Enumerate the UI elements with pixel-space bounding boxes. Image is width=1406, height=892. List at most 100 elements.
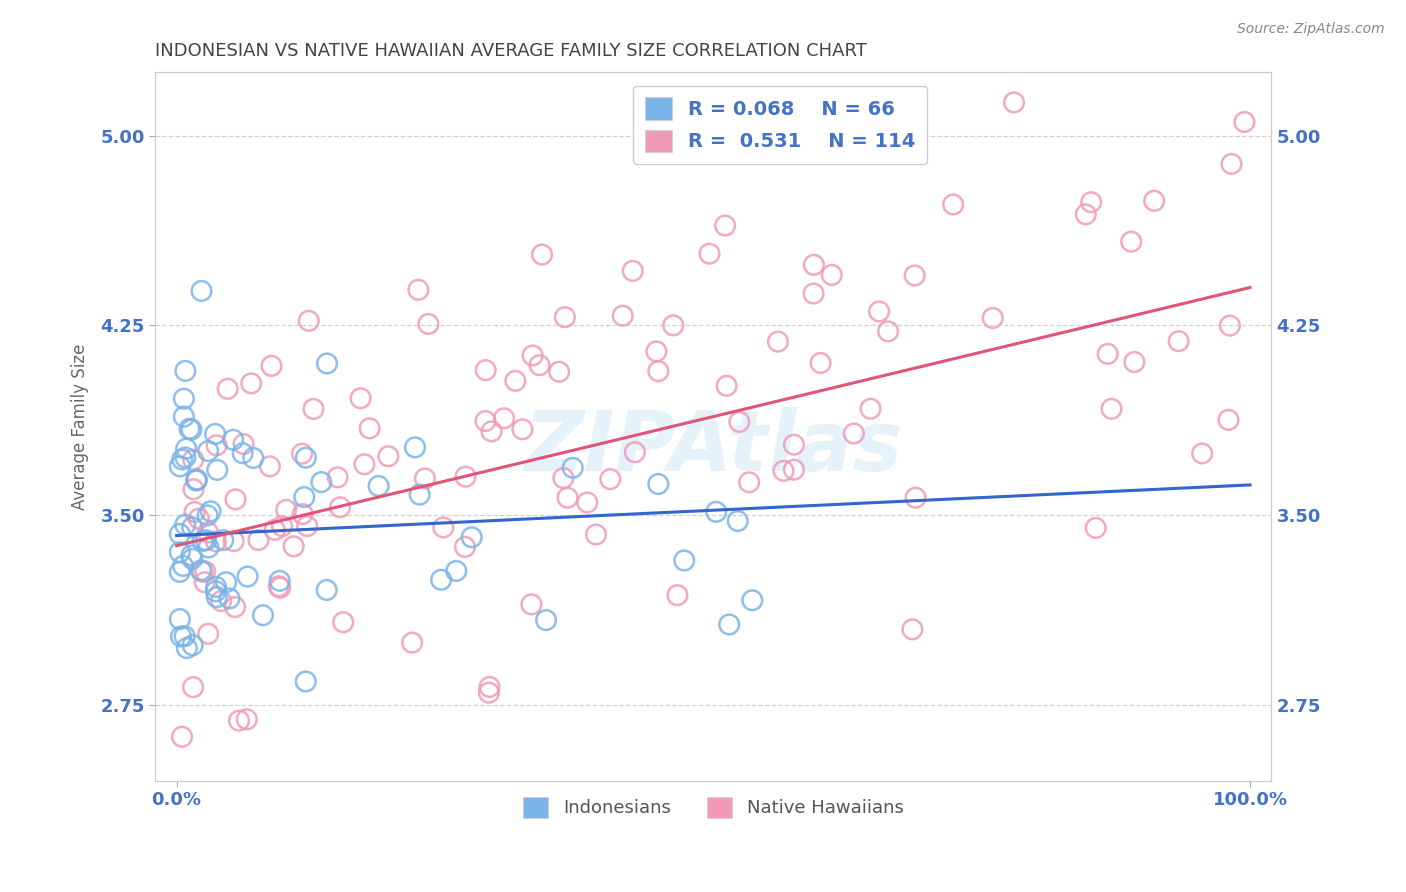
Point [311, 475, 333, 490]
Point [557, 491, 579, 505]
Point [413, 471, 436, 485]
Point [673, 553, 696, 567]
Point [474, 414, 496, 428]
Point [1218, 413, 1240, 427]
Point [172, 452, 194, 467]
Point [534, 613, 557, 627]
Point [408, 487, 430, 501]
Point [169, 612, 191, 626]
Point [186, 474, 208, 488]
Point [267, 579, 290, 593]
Point [359, 421, 381, 435]
Point [194, 565, 217, 579]
Point [478, 686, 501, 700]
Point [181, 680, 204, 694]
Point [173, 392, 195, 406]
Point [738, 475, 761, 490]
Point [169, 527, 191, 541]
Point [548, 365, 571, 379]
Point [704, 505, 727, 519]
Point [842, 426, 865, 441]
Point [454, 540, 477, 554]
Point [271, 519, 294, 533]
Point [520, 598, 543, 612]
Point [194, 575, 217, 590]
Point [197, 627, 219, 641]
Point [179, 422, 201, 436]
Point [295, 519, 318, 533]
Point [236, 712, 259, 726]
Point [612, 309, 634, 323]
Point [553, 471, 575, 485]
Text: ZIPAtlas: ZIPAtlas [523, 408, 903, 489]
Point [404, 441, 426, 455]
Point [803, 258, 825, 272]
Point [224, 600, 246, 615]
Point [222, 534, 245, 549]
Point [169, 545, 191, 559]
Point [1084, 521, 1107, 535]
Point [212, 533, 235, 548]
Text: INDONESIAN VS NATIVE HAWAIIAN AVERAGE FAMILY SIZE CORRELATION CHART: INDONESIAN VS NATIVE HAWAIIAN AVERAGE FA… [155, 42, 868, 60]
Point [728, 415, 751, 429]
Point [460, 530, 482, 544]
Point [481, 425, 503, 439]
Point [821, 268, 844, 282]
Point [174, 517, 197, 532]
Point [1143, 194, 1166, 208]
Point [783, 438, 806, 452]
Point [187, 511, 209, 525]
Point [232, 437, 254, 451]
Point [205, 580, 228, 594]
Point [1121, 235, 1143, 249]
Point [260, 359, 283, 373]
Point [1074, 207, 1097, 221]
Point [242, 450, 264, 465]
Point [329, 500, 352, 515]
Point [191, 565, 214, 579]
Point [183, 505, 205, 519]
Point [294, 674, 316, 689]
Point [181, 552, 204, 566]
Point [599, 472, 621, 486]
Point [432, 520, 454, 534]
Point [408, 283, 430, 297]
Point [418, 317, 440, 331]
Point [180, 549, 202, 563]
Point [176, 641, 198, 656]
Point [859, 401, 882, 416]
Point [170, 730, 193, 744]
Point [868, 304, 890, 318]
Point [530, 247, 553, 261]
Point [225, 492, 247, 507]
Point [624, 445, 647, 459]
Point [298, 314, 321, 328]
Point [181, 638, 204, 652]
Point [190, 563, 212, 577]
Point [315, 582, 337, 597]
Point [174, 364, 197, 378]
Point [186, 473, 208, 487]
Point [228, 714, 250, 728]
Point [810, 356, 832, 370]
Point [263, 523, 285, 537]
Point [283, 539, 305, 553]
Point [204, 427, 226, 442]
Point [367, 479, 389, 493]
Point [1002, 95, 1025, 110]
Point [1101, 401, 1123, 416]
Point [236, 569, 259, 583]
Point [901, 623, 924, 637]
Point [772, 464, 794, 478]
Point [180, 423, 202, 437]
Point [269, 581, 291, 595]
Point [576, 495, 599, 509]
Point [247, 533, 270, 547]
Point [218, 591, 240, 606]
Y-axis label: Average Family Size: Average Family Size [72, 343, 89, 510]
Point [349, 391, 371, 405]
Point [741, 593, 763, 607]
Point [353, 457, 375, 471]
Point [699, 246, 721, 260]
Point [1123, 355, 1146, 369]
